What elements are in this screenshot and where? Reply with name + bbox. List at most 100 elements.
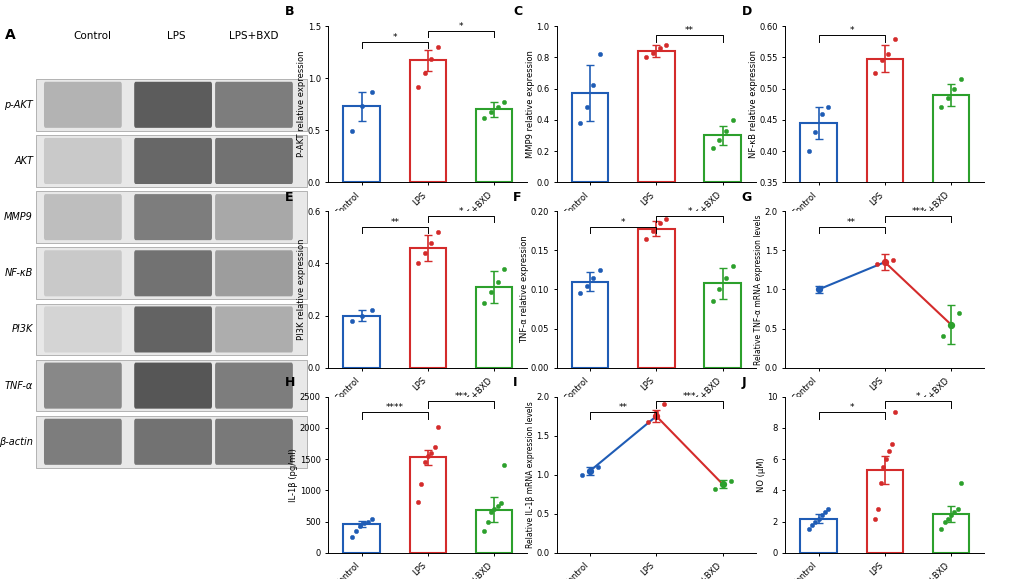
FancyBboxPatch shape: [215, 419, 292, 465]
Point: [644, 48, 660, 57]
Text: **: **: [390, 218, 398, 227]
Point: [813, 109, 829, 118]
Point: [416, 457, 432, 467]
Point: [946, 84, 962, 93]
Point: [426, 442, 442, 451]
Point: [489, 102, 505, 112]
Point: [949, 504, 965, 514]
Point: [710, 285, 727, 294]
Point: [644, 226, 660, 236]
Y-axis label: P-AKT relative expression: P-AKT relative expression: [297, 51, 306, 157]
FancyBboxPatch shape: [37, 247, 307, 299]
Bar: [866, 470, 902, 553]
Text: AKT: AKT: [14, 156, 33, 166]
Point: [495, 461, 512, 470]
Point: [423, 448, 439, 457]
Point: [352, 522, 368, 531]
Text: LPS: LPS: [167, 31, 185, 41]
Bar: [638, 51, 674, 182]
Text: *: *: [915, 393, 919, 401]
Point: [486, 504, 502, 514]
Point: [638, 234, 654, 243]
Point: [489, 501, 505, 511]
Text: *: *: [849, 27, 853, 35]
FancyBboxPatch shape: [37, 416, 307, 468]
Point: [706, 484, 722, 493]
Point: [363, 87, 379, 96]
FancyBboxPatch shape: [135, 250, 212, 296]
Point: [938, 93, 955, 102]
Text: *: *: [392, 32, 396, 42]
Point: [482, 508, 498, 517]
Text: E: E: [284, 190, 292, 203]
Text: D: D: [741, 5, 751, 18]
FancyBboxPatch shape: [44, 194, 121, 240]
Point: [343, 316, 360, 325]
Point: [800, 525, 816, 534]
Text: *: *: [687, 207, 691, 216]
Bar: [638, 229, 674, 368]
Text: β-actin: β-actin: [0, 437, 33, 447]
Point: [410, 259, 426, 268]
Text: MMP9: MMP9: [4, 212, 33, 222]
Point: [866, 514, 882, 523]
Bar: [410, 248, 445, 368]
Point: [420, 452, 436, 461]
Point: [589, 462, 605, 471]
Bar: [343, 316, 379, 368]
Point: [482, 107, 498, 116]
Point: [868, 260, 884, 269]
Point: [429, 422, 445, 431]
Text: Control: Control: [73, 31, 111, 41]
Bar: [343, 107, 379, 182]
Bar: [572, 282, 607, 368]
Point: [810, 285, 826, 294]
Point: [723, 115, 740, 124]
Point: [816, 508, 833, 517]
Point: [343, 533, 360, 542]
Bar: [704, 135, 740, 182]
Point: [423, 238, 439, 247]
Point: [806, 128, 822, 137]
Point: [354, 311, 370, 320]
Point: [578, 102, 594, 112]
Text: **: **: [619, 403, 627, 412]
Point: [950, 308, 966, 317]
Text: ****: ****: [385, 403, 404, 412]
Point: [714, 479, 731, 489]
Text: J: J: [741, 376, 746, 389]
Text: PI3K: PI3K: [11, 324, 33, 335]
Point: [479, 517, 495, 526]
Y-axis label: IL-1β (pg/ml): IL-1β (pg/ml): [289, 448, 299, 502]
Point: [886, 34, 902, 43]
Point: [355, 518, 371, 527]
Text: ***: ***: [910, 207, 924, 216]
FancyBboxPatch shape: [37, 191, 307, 243]
Point: [886, 408, 902, 417]
Point: [423, 55, 439, 64]
Point: [651, 218, 667, 228]
Point: [476, 298, 492, 307]
Y-axis label: NO (μM): NO (μM): [756, 457, 765, 492]
Point: [866, 68, 882, 78]
Text: ***: ***: [682, 393, 696, 401]
Point: [363, 514, 379, 523]
Bar: [572, 93, 607, 182]
Point: [572, 289, 588, 298]
Point: [429, 42, 445, 52]
Point: [946, 508, 962, 517]
Point: [574, 470, 590, 479]
FancyBboxPatch shape: [37, 135, 307, 187]
Point: [343, 127, 360, 136]
FancyBboxPatch shape: [215, 362, 292, 409]
Point: [651, 43, 667, 53]
Text: G: G: [741, 190, 751, 203]
Point: [952, 75, 968, 84]
FancyBboxPatch shape: [44, 82, 121, 128]
Point: [819, 102, 836, 112]
FancyBboxPatch shape: [37, 79, 307, 131]
FancyBboxPatch shape: [215, 250, 292, 296]
Point: [806, 517, 822, 526]
Point: [883, 255, 900, 265]
Y-axis label: TNF-α relative expression: TNF-α relative expression: [520, 236, 529, 343]
